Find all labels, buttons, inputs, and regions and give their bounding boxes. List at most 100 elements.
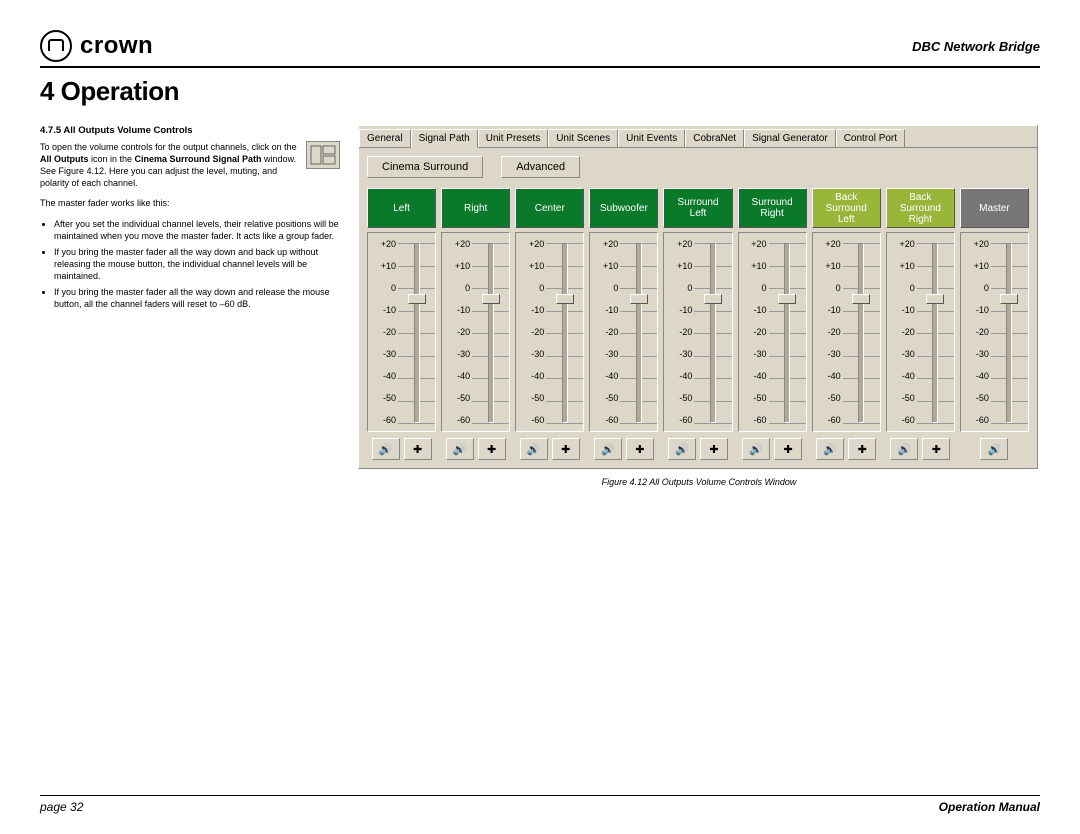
- polarity-button[interactable]: ✚: [700, 438, 728, 460]
- bullet-item: After you set the individual channel lev…: [54, 218, 340, 242]
- crown-logo-icon: [40, 30, 72, 62]
- channel-button-row: 🔊✚: [812, 438, 881, 460]
- channel-header: BackSurroundLeft: [812, 188, 881, 228]
- channel-master: Master+20+100-10-20-30-40-50-60🔊: [960, 188, 1029, 460]
- fader-track[interactable]: [710, 243, 716, 423]
- cinema-surround-button[interactable]: Cinema Surround: [367, 156, 483, 178]
- fader-track[interactable]: [636, 243, 642, 423]
- fader-thumb[interactable]: [852, 294, 870, 304]
- fader-thumb[interactable]: [704, 294, 722, 304]
- fader-track[interactable]: [932, 243, 938, 423]
- channel-subwoofer: Subwoofer+20+100-10-20-30-40-50-60🔊✚: [589, 188, 658, 460]
- fader-thumb[interactable]: [482, 294, 500, 304]
- tab-signal-path[interactable]: Signal Path: [411, 129, 478, 148]
- mute-button[interactable]: 🔊: [742, 438, 770, 460]
- scale-labels: +20+100-10-20-30-40-50-60: [664, 233, 694, 431]
- brand: crown: [40, 30, 153, 62]
- polarity-button[interactable]: ✚: [774, 438, 802, 460]
- mute-button[interactable]: 🔊: [980, 438, 1008, 460]
- speaker-icon: 🔊: [453, 443, 467, 456]
- tab-unit-events[interactable]: Unit Events: [618, 129, 685, 147]
- fader-track[interactable]: [562, 243, 568, 423]
- channel-back-surround-right: BackSurroundRight+20+100-10-20-30-40-50-…: [886, 188, 955, 460]
- mute-button[interactable]: 🔊: [520, 438, 548, 460]
- fader-area: +20+100-10-20-30-40-50-60: [515, 232, 584, 432]
- tab-general[interactable]: General: [359, 129, 411, 147]
- fader-thumb[interactable]: [778, 294, 796, 304]
- channel-surround-right: SurroundRight+20+100-10-20-30-40-50-60🔊✚: [738, 188, 807, 460]
- fader-thumb[interactable]: [408, 294, 426, 304]
- mute-button[interactable]: 🔊: [372, 438, 400, 460]
- channel-header: BackSurroundRight: [886, 188, 955, 228]
- plus-icon: ✚: [858, 443, 867, 456]
- channel-center: Center+20+100-10-20-30-40-50-60 🔊 ✚: [515, 188, 584, 460]
- channel-back-surround-left: BackSurroundLeft+20+100-10-20-30-40-50-6…: [812, 188, 881, 460]
- channel-header: SurroundLeft: [663, 188, 732, 228]
- mute-button[interactable]: 🔊: [446, 438, 474, 460]
- tab-signal-generator[interactable]: Signal Generator: [744, 129, 836, 147]
- master-fader-intro: The master fader works like this:: [40, 197, 340, 209]
- scale-labels: +20+100-10-20-30-40-50-60: [368, 233, 398, 431]
- fader-track[interactable]: [784, 243, 790, 423]
- plus-icon: ✚: [783, 443, 792, 456]
- channels-row: Left+20+100-10-20-30-40-50-60🔊✚Right+20+…: [367, 188, 1029, 460]
- mute-button[interactable]: 🔊: [890, 438, 918, 460]
- page-number: page 32: [40, 800, 83, 814]
- channel-button-row: 🔊✚: [738, 438, 807, 460]
- speaker-icon: 🔊: [897, 443, 911, 456]
- body-text-column: 4.7.5 All Outputs Volume Controls To ope…: [40, 125, 340, 487]
- speaker-icon: 🔊: [379, 443, 393, 456]
- tabs-row: GeneralSignal PathUnit PresetsUnit Scene…: [359, 126, 1037, 147]
- polarity-button[interactable]: ✚: [848, 438, 876, 460]
- plus-icon: ✚: [487, 443, 496, 456]
- tab-cobranet[interactable]: CobraNet: [685, 129, 744, 147]
- polarity-button[interactable]: ✚: [478, 438, 506, 460]
- speaker-icon: 🔊: [988, 443, 1002, 456]
- fader-track[interactable]: [1006, 243, 1012, 423]
- fader-area: +20+100-10-20-30-40-50-60: [886, 232, 955, 432]
- plus-icon: ✚: [561, 443, 570, 456]
- bullet-item: If you bring the master fader all the wa…: [54, 286, 340, 310]
- scale-labels: +20+100-10-20-30-40-50-60: [961, 233, 991, 431]
- speaker-icon: 🔊: [527, 443, 541, 456]
- fader-track[interactable]: [488, 243, 494, 423]
- fader-area: +20+100-10-20-30-40-50-60: [960, 232, 1029, 432]
- polarity-button[interactable]: ✚: [922, 438, 950, 460]
- bullet-item: If you bring the master fader all the wa…: [54, 246, 340, 282]
- fader-area: +20+100-10-20-30-40-50-60: [738, 232, 807, 432]
- all-outputs-icon: [306, 141, 340, 169]
- polarity-button[interactable]: ✚: [552, 438, 580, 460]
- polarity-button[interactable]: ✚: [626, 438, 654, 460]
- mute-button[interactable]: 🔊: [668, 438, 696, 460]
- fader-area: +20+100-10-20-30-40-50-60: [663, 232, 732, 432]
- plus-icon: ✚: [932, 443, 941, 456]
- speaker-icon: 🔊: [749, 443, 763, 456]
- speaker-icon: 🔊: [823, 443, 837, 456]
- tab-unit-scenes[interactable]: Unit Scenes: [548, 129, 618, 147]
- advanced-button[interactable]: Advanced: [501, 156, 580, 178]
- channel-button-row: 🔊✚: [886, 438, 955, 460]
- mute-button[interactable]: 🔊: [594, 438, 622, 460]
- tab-unit-presets[interactable]: Unit Presets: [478, 129, 548, 147]
- fader-thumb[interactable]: [1000, 294, 1018, 304]
- fader-track[interactable]: [858, 243, 864, 423]
- channel-header: Center: [515, 188, 584, 228]
- channel-surround-left: SurroundLeft+20+100-10-20-30-40-50-60🔊✚: [663, 188, 732, 460]
- figure-caption: Figure 4.12 All Outputs Volume Controls …: [358, 477, 1040, 487]
- fader-thumb[interactable]: [556, 294, 574, 304]
- polarity-button[interactable]: ✚: [404, 438, 432, 460]
- section-title: 4 Operation: [40, 76, 1040, 107]
- channel-button-row: 🔊✚: [663, 438, 732, 460]
- fader-thumb[interactable]: [630, 294, 648, 304]
- fader-thumb[interactable]: [926, 294, 944, 304]
- channel-header: Right: [441, 188, 510, 228]
- sub-button-row: Cinema Surround Advanced: [367, 156, 1029, 178]
- fader-area: +20+100-10-20-30-40-50-60: [441, 232, 510, 432]
- tab-control-port[interactable]: Control Port: [836, 129, 905, 147]
- mute-button[interactable]: 🔊: [816, 438, 844, 460]
- fader-track[interactable]: [414, 243, 420, 423]
- document-title: DBC Network Bridge: [912, 39, 1040, 54]
- plus-icon: ✚: [709, 443, 718, 456]
- plus-icon: ✚: [635, 443, 644, 456]
- page-footer: page 32 Operation Manual: [40, 795, 1040, 814]
